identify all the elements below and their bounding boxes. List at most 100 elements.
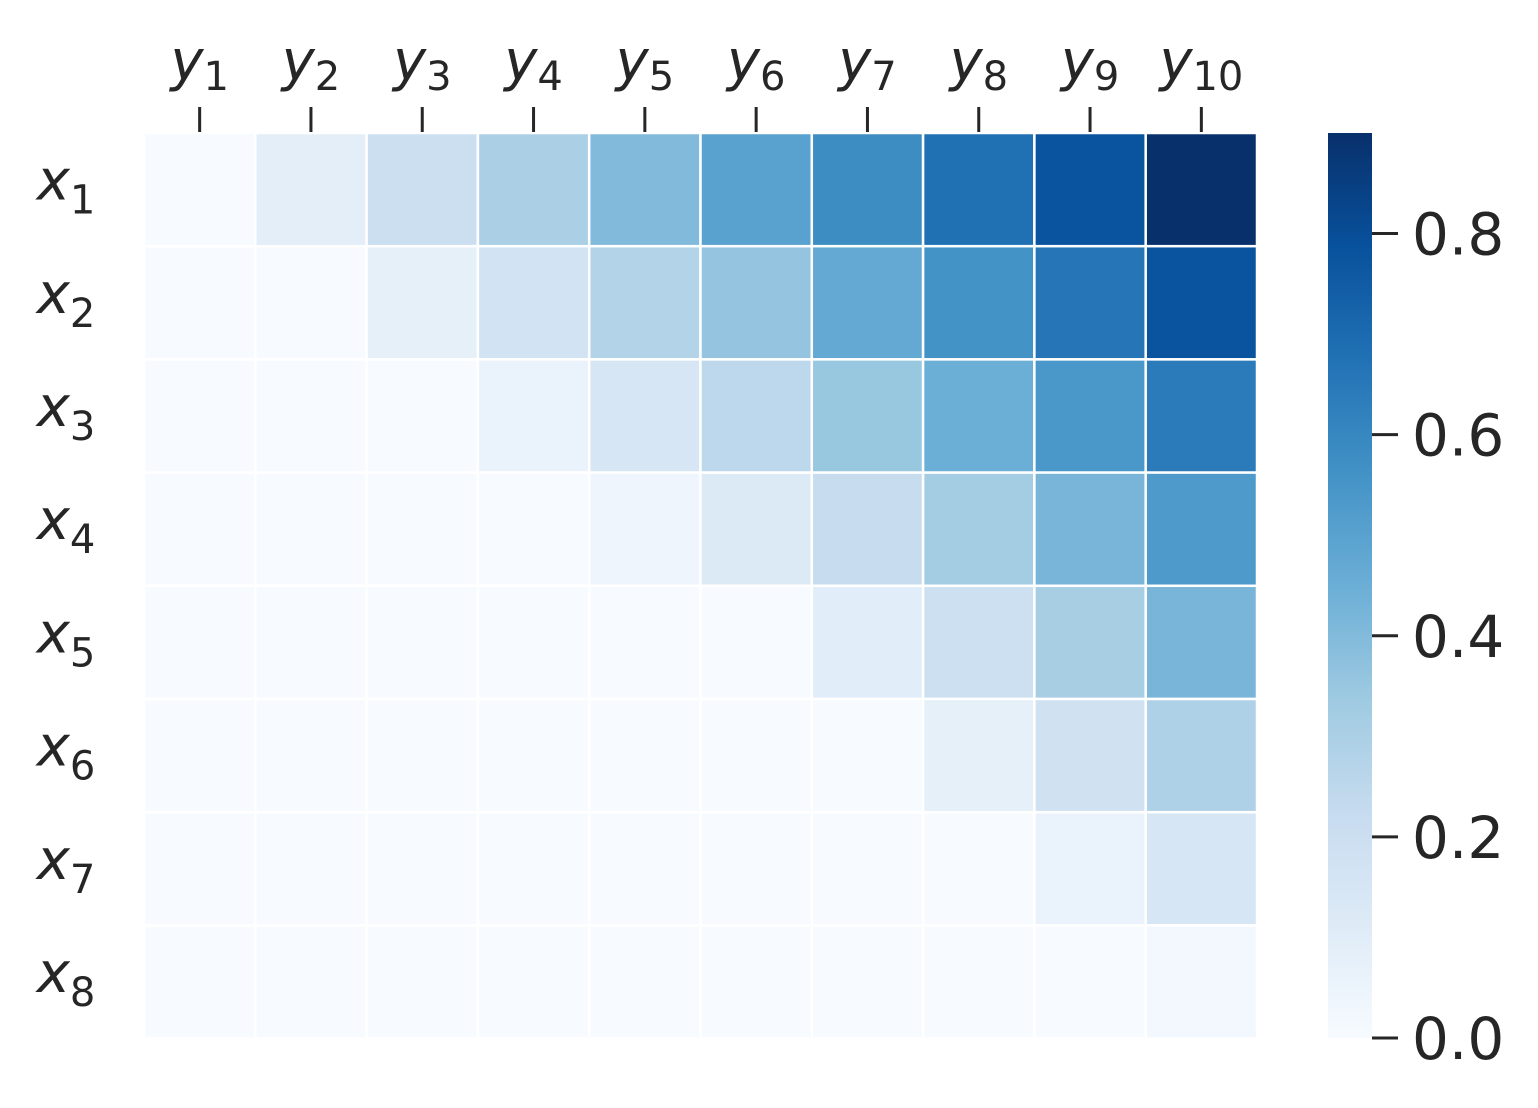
heatmap-cell-r5-c4 bbox=[476, 584, 591, 701]
heatmap-cell-r8-c6 bbox=[699, 924, 814, 1040]
heatmap-cell-r8-c3 bbox=[365, 924, 480, 1040]
colorbar-tick-label: 0.8 bbox=[1412, 201, 1504, 269]
colorbar-tick-label: 0.0 bbox=[1412, 1005, 1504, 1073]
heatmap-cell-r5-c8 bbox=[921, 584, 1036, 701]
heatmap-cell-r8-c2 bbox=[254, 924, 368, 1040]
heatmap-cell-r8-c8 bbox=[921, 924, 1036, 1040]
heatmap-cell-r6-c3 bbox=[365, 697, 480, 814]
colorbar-tick-label: 0.2 bbox=[1412, 804, 1504, 872]
y-tick-label: x7 bbox=[35, 828, 96, 903]
heatmap-cell-r7-c3 bbox=[365, 810, 480, 927]
heatmap-cell-r1-c1 bbox=[142, 131, 257, 248]
heatmap-cell-r6-c9 bbox=[1033, 697, 1147, 814]
heatmap-cell-r3-c4 bbox=[476, 358, 591, 474]
heatmap-cell-r2-c7 bbox=[810, 244, 925, 361]
heatmap-cell-r1-c2 bbox=[254, 131, 368, 248]
heatmap-cell-r1-c7 bbox=[810, 131, 925, 248]
heatmap-cell-r1-c9 bbox=[1033, 131, 1147, 248]
heatmap-cell-r5-c5 bbox=[587, 584, 702, 701]
heatmap-cell-r2-c9 bbox=[1033, 244, 1147, 361]
heatmap-cell-r8-c4 bbox=[476, 924, 591, 1040]
x-tick-label: y3 bbox=[391, 29, 452, 100]
heatmap-cell-r2-c4 bbox=[476, 244, 591, 361]
heatmap-cell-r6-c7 bbox=[810, 697, 925, 814]
heatmap-cell-r2-c3 bbox=[365, 244, 480, 361]
heatmap-cell-r7-c9 bbox=[1033, 810, 1147, 927]
heatmap-cell-r3-c10 bbox=[1144, 358, 1259, 474]
heatmap-cell-r3-c3 bbox=[365, 358, 480, 474]
x-tick-label: y1 bbox=[168, 29, 229, 100]
heatmap-cell-r6-c5 bbox=[587, 697, 702, 814]
heatmap-cell-r7-c1 bbox=[142, 810, 257, 927]
x-tick-label: y6 bbox=[725, 29, 786, 100]
heatmap-cell-r5-c6 bbox=[699, 584, 814, 701]
heatmap-cell-r4-c8 bbox=[921, 471, 1036, 588]
heatmap-cell-r5-c3 bbox=[365, 584, 480, 701]
heatmap-cell-r5-c2 bbox=[254, 584, 368, 701]
x-tick-label: y10 bbox=[1157, 29, 1243, 100]
heatmap-cell-r6-c2 bbox=[254, 697, 368, 814]
heatmap-cell-r8-c10 bbox=[1144, 924, 1259, 1040]
heatmap-cell-r6-c1 bbox=[142, 697, 257, 814]
heatmap-cell-r1-c3 bbox=[365, 131, 480, 248]
heatmap-cell-r7-c7 bbox=[810, 810, 925, 927]
x-axis-top: y1 y2 y3 y4 y5 y6 y7 y8 y9 y10 bbox=[168, 29, 1243, 132]
y-tick-label: x5 bbox=[35, 601, 96, 676]
heatmap-cell-r4-c2 bbox=[254, 471, 368, 588]
colorbar-tick-label: 0.6 bbox=[1412, 402, 1504, 470]
heatmap-cell-r4-c4 bbox=[476, 471, 591, 588]
heatmap-cell-r3-c1 bbox=[142, 358, 257, 474]
heatmap-cell-r4-c5 bbox=[587, 471, 702, 588]
x-tick-label: y5 bbox=[614, 29, 675, 100]
heatmap-cell-r5-c9 bbox=[1033, 584, 1147, 701]
heatmap-cell-r6-c8 bbox=[921, 697, 1036, 814]
x-tick-label: y7 bbox=[836, 29, 897, 100]
heatmap-cell-r1-c10 bbox=[1144, 131, 1259, 248]
y-tick-label: x4 bbox=[35, 488, 96, 563]
x-tick-label: y9 bbox=[1059, 29, 1120, 100]
heatmap-cell-r6-c6 bbox=[699, 697, 814, 814]
heatmap-cell-r3-c5 bbox=[587, 358, 702, 474]
y-axis-left: x1 x2 x3 x4 x5 x6 x7 x8 bbox=[35, 149, 96, 1016]
colorbar-tick-label: 0.4 bbox=[1412, 603, 1504, 671]
x-tick-label: y4 bbox=[502, 29, 563, 100]
heatmap-cell-r8-c7 bbox=[810, 924, 925, 1040]
heatmap-cell-r3-c2 bbox=[254, 358, 368, 474]
y-tick-label: x1 bbox=[35, 149, 96, 224]
heatmap-cell-r1-c5 bbox=[587, 131, 702, 248]
heatmap-cell-r2-c2 bbox=[254, 244, 368, 361]
y-tick-label: x6 bbox=[35, 715, 96, 790]
x-tick-label: y8 bbox=[947, 29, 1008, 100]
heatmap-cell-r2-c1 bbox=[142, 244, 257, 361]
heatmap-cell-r7-c10 bbox=[1144, 810, 1259, 927]
x-tick-label: y2 bbox=[280, 29, 341, 100]
heatmap-cell-r7-c8 bbox=[921, 810, 1036, 927]
heatmap-cell-r4-c1 bbox=[142, 471, 257, 588]
heatmap-cell-r4-c6 bbox=[699, 471, 814, 588]
heatmap-cells bbox=[142, 131, 1259, 1040]
heatmap-cell-r7-c5 bbox=[587, 810, 702, 927]
heatmap-cell-r3-c8 bbox=[921, 358, 1036, 474]
heatmap-cell-r8-c1 bbox=[142, 924, 257, 1040]
heatmap-cell-r7-c6 bbox=[699, 810, 814, 927]
heatmap-cell-r8-c9 bbox=[1033, 924, 1147, 1040]
heatmap-cell-r4-c9 bbox=[1033, 471, 1147, 588]
heatmap-cell-r3-c7 bbox=[810, 358, 925, 474]
heatmap-cell-r2-c5 bbox=[587, 244, 702, 361]
heatmap-cell-r6-c10 bbox=[1144, 697, 1259, 814]
heatmap-cell-r1-c6 bbox=[699, 131, 814, 248]
heatmap-cell-r2-c10 bbox=[1144, 244, 1259, 361]
heatmap-cell-r4-c3 bbox=[365, 471, 480, 588]
heatmap-cell-r8-c5 bbox=[587, 924, 702, 1040]
y-tick-label: x8 bbox=[35, 941, 96, 1016]
heatmap-cell-r1-c4 bbox=[476, 131, 591, 248]
heatmap-cell-r2-c8 bbox=[921, 244, 1036, 361]
heatmap-cell-r2-c6 bbox=[699, 244, 814, 361]
y-tick-label: x2 bbox=[35, 262, 96, 337]
colorbar: 0.0 0.2 0.4 0.6 0.8 bbox=[1328, 133, 1504, 1073]
heatmap-cell-r6-c4 bbox=[476, 697, 591, 814]
heatmap-cell-r3-c6 bbox=[699, 358, 814, 474]
colorbar-gradient bbox=[1328, 133, 1372, 1038]
y-tick-label: x3 bbox=[35, 375, 96, 450]
